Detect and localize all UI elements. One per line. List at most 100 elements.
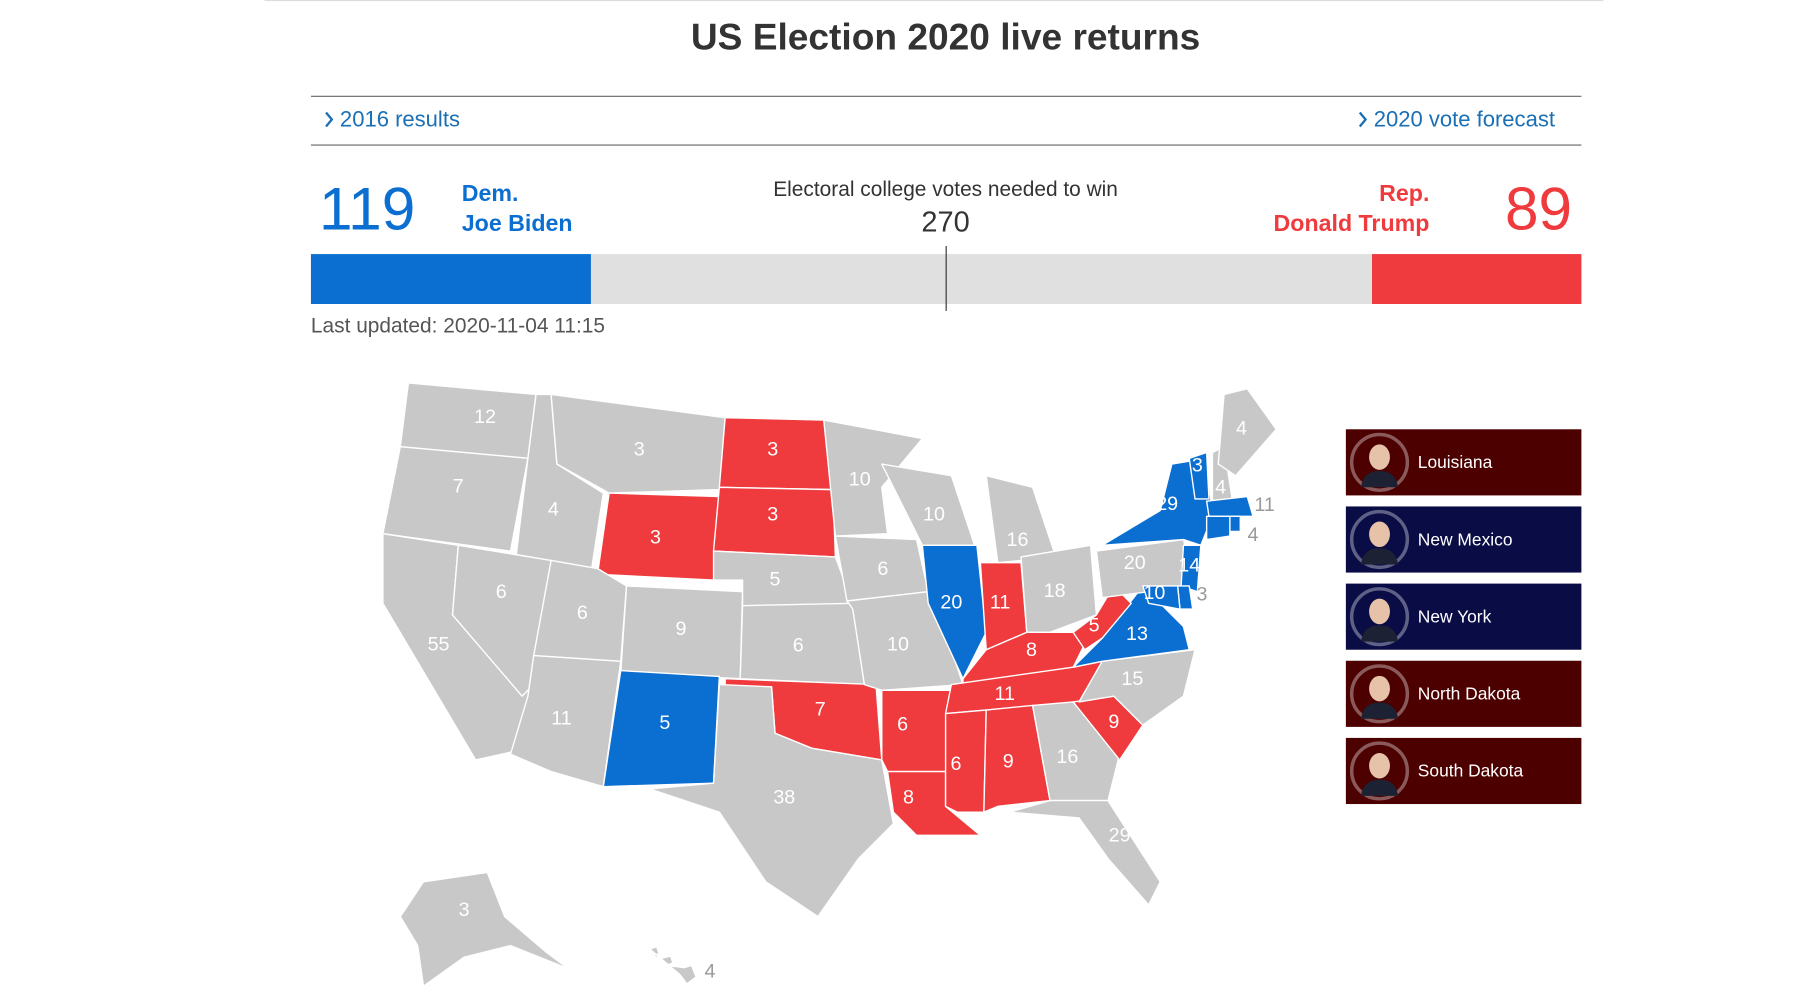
state-votes: 9 [1108,711,1119,733]
state-votes: 6 [897,713,908,735]
state-votes: 5 [1089,615,1100,637]
state [451,544,552,697]
dem-bar [310,254,591,304]
state-votes: 13 [1126,623,1148,645]
state [1229,515,1241,533]
called-state-name: Louisiana [1418,452,1493,472]
state [921,544,987,680]
state-votes: 4 [705,960,716,982]
state-votes: 6 [577,602,588,624]
avatar-body [1360,702,1399,719]
state [649,683,895,918]
chevron-icon [1358,111,1368,128]
state [1180,544,1202,593]
avatar-body [1360,471,1399,488]
avatar-head [1369,752,1390,779]
state [823,419,924,537]
link-2016-results[interactable]: 2016 results [340,106,460,131]
state-votes: 10 [849,469,871,491]
dem-candidate: Joe Biden [462,210,573,236]
state [1217,387,1277,477]
chevron-icon [325,111,334,128]
state [1205,495,1254,518]
state [550,393,726,494]
state-votes: 11 [990,592,1010,614]
state-votes: 5 [659,712,670,734]
state-votes: 3 [650,527,661,549]
state [382,445,529,552]
state [1008,799,1161,906]
state [1205,515,1231,541]
state [649,946,697,985]
state-votes: 5 [770,568,781,590]
rep-candidate: Donald Trump [1274,210,1430,236]
state [399,382,537,459]
state-votes: 55 [428,633,450,655]
state-votes: 11 [995,683,1015,705]
state-votes: 10 [923,503,945,525]
called-state-name: New Mexico [1418,529,1513,549]
called-states: Louisiana New Mexico New York North Dakota S… [1345,429,1582,805]
state [1188,451,1210,500]
state-votes: 10 [887,633,909,655]
called-state-name: New York [1418,606,1492,626]
state-votes: 6 [793,634,804,656]
avatar-head [1369,521,1390,548]
state-votes: 4 [1215,477,1226,499]
avatar-head [1369,444,1390,470]
avatar-head [1369,598,1390,625]
state-votes: 4 [1248,524,1259,546]
called-state-name: South Dakota [1418,761,1524,781]
state-votes: 8 [1026,639,1037,661]
state-votes: 18 [1044,580,1066,602]
state [509,654,622,788]
state-votes: 12 [474,406,496,428]
avatar-body [1360,625,1399,642]
state-votes: 10 [1143,582,1165,604]
state-votes: 3 [634,438,645,460]
state [399,871,570,987]
dem-party: Dem. [462,180,519,206]
link-2020-forecast[interactable]: 2020 vote forecast [1374,106,1555,131]
state-votes: 6 [951,753,962,775]
last-updated: Last updated: 2020-11-04 11:15 [311,315,605,338]
called-state-name: North Dakota [1418,684,1521,704]
state-votes: 14 [1178,554,1200,576]
avatar-body [1360,779,1399,796]
state-votes: 16 [1056,746,1078,768]
rep-votes: 89 [1505,174,1572,242]
state-votes: 29 [1156,493,1178,515]
state-votes: 3 [1197,583,1208,605]
page-title: US Election 2020 live returns [691,15,1200,57]
avatar-body [1360,548,1399,565]
state-votes: 6 [496,581,507,603]
state-votes: 6 [877,558,888,580]
state-votes: 15 [1121,668,1143,690]
state-votes: 9 [1003,750,1014,772]
state [1020,544,1098,634]
state-votes: 3 [767,503,778,525]
needed-label: Electoral college votes needed to win [773,178,1118,201]
state-votes: 16 [1007,529,1029,551]
state-votes: 20 [1124,552,1146,574]
avatar-head [1369,675,1390,702]
state [1031,701,1121,802]
state-votes: 20 [940,592,962,614]
state-votes: 38 [773,786,795,808]
state-votes: 7 [815,698,826,720]
state-votes: 7 [453,476,464,498]
state-votes: 3 [1192,455,1203,477]
state-votes: 3 [459,899,470,921]
state-votes: 9 [676,618,687,640]
state [1101,457,1214,547]
state [1072,585,1132,651]
state [983,704,1051,813]
us-map: 1275546336119533567381061068102016111881… [382,382,1277,987]
needed-votes: 270 [921,207,969,239]
state-votes: 11 [551,708,571,730]
rep-bar [1372,254,1582,304]
state-votes: 11 [1254,494,1274,516]
state-votes: 29 [1109,825,1131,847]
